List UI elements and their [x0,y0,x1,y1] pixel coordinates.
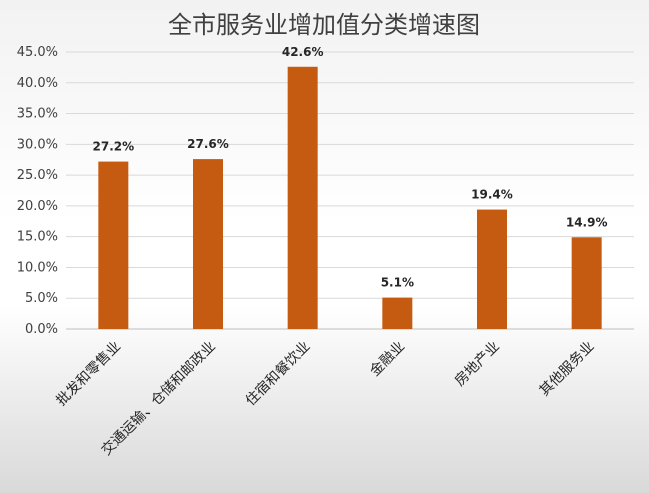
x-category-label-4: 金融业 [367,339,408,380]
bars [98,66,602,330]
y-tick-label: 10.0% [17,260,58,275]
bar-4 [382,297,413,329]
y-tick-label: 40.0% [17,76,58,91]
bar-3 [287,66,318,330]
gridlines [66,51,634,330]
data-label-4: 5.1% [381,276,414,290]
y-tick-label: 35.0% [17,107,58,122]
bar-2 [193,159,223,329]
bar-5 [477,209,507,329]
y-tick-label: 5.0% [25,291,58,306]
x-category-label-1: 批发和零售业 [53,339,124,410]
x-category-label-3: 住宿和餐饮业 [242,338,313,409]
chart-title: 全市服务业增加值分类增速图 [168,11,480,39]
y-tick-label: 45.0% [17,45,58,60]
x-category-label-5: 房地产业 [452,339,503,390]
y-tick-label: 0.0% [25,322,58,337]
x-category-label-6: 其他服务业 [537,339,598,400]
y-tick-label: 15.0% [17,230,58,245]
data-label-6: 14.9% [566,215,608,229]
y-tick-label: 30.0% [17,137,58,152]
data-label-2: 27.6% [187,137,229,151]
data-label-1: 27.2% [93,140,135,154]
data-label-3: 42.6% [282,45,324,59]
data-labels: 27.2% 27.6% 42.6% 5.1% 19.4% 14.9% [93,45,608,290]
y-axis-ticks: 0.0% 5.0% 10.0% 15.0% 20.0% 25.0% 30.0% 35.0% 40… [17,45,58,337]
y-tick-label: 20.0% [17,199,58,214]
bar-1 [98,161,129,329]
bar-6 [571,237,602,329]
data-label-5: 19.4% [471,188,513,202]
y-tick-label: 25.0% [17,168,58,183]
